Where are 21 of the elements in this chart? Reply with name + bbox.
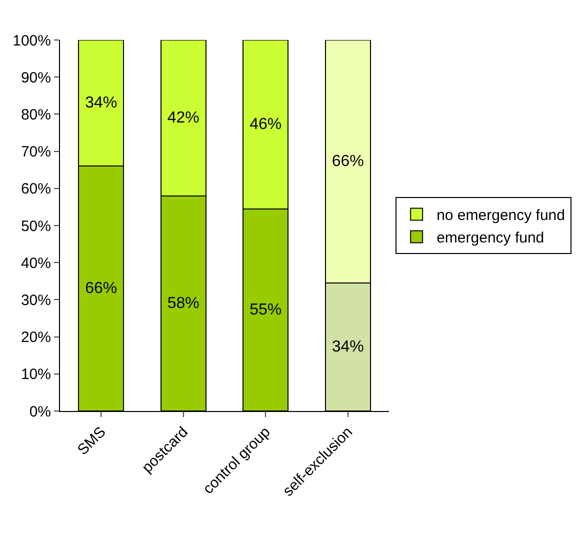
data-label: 42% <box>167 109 200 126</box>
y-tick-label: 90% <box>20 69 51 86</box>
y-tick-label: 10% <box>20 366 51 384</box>
data-label: 55% <box>250 301 282 318</box>
data-label: 66% <box>332 153 364 170</box>
y-tick-label: 0% <box>29 403 51 420</box>
legend-label: emergency fund <box>436 230 544 247</box>
y-tick-label: 80% <box>20 106 51 124</box>
data-label: 46% <box>250 116 282 133</box>
data-label: 34% <box>85 94 118 112</box>
y-tick-label: 70% <box>20 144 51 161</box>
data-label: 58% <box>167 294 200 312</box>
y-tick-label: 100% <box>12 32 51 50</box>
y-tick-label: 50% <box>20 218 51 235</box>
y-tick-label: 40% <box>20 254 51 272</box>
y-tick-label: 30% <box>20 292 51 309</box>
data-label: 34% <box>332 338 364 356</box>
data-label: 66% <box>85 280 118 298</box>
y-tick-label: 20% <box>20 329 51 346</box>
legend-label: no emergency fund <box>436 207 565 224</box>
y-tick-label: 60% <box>20 180 51 198</box>
